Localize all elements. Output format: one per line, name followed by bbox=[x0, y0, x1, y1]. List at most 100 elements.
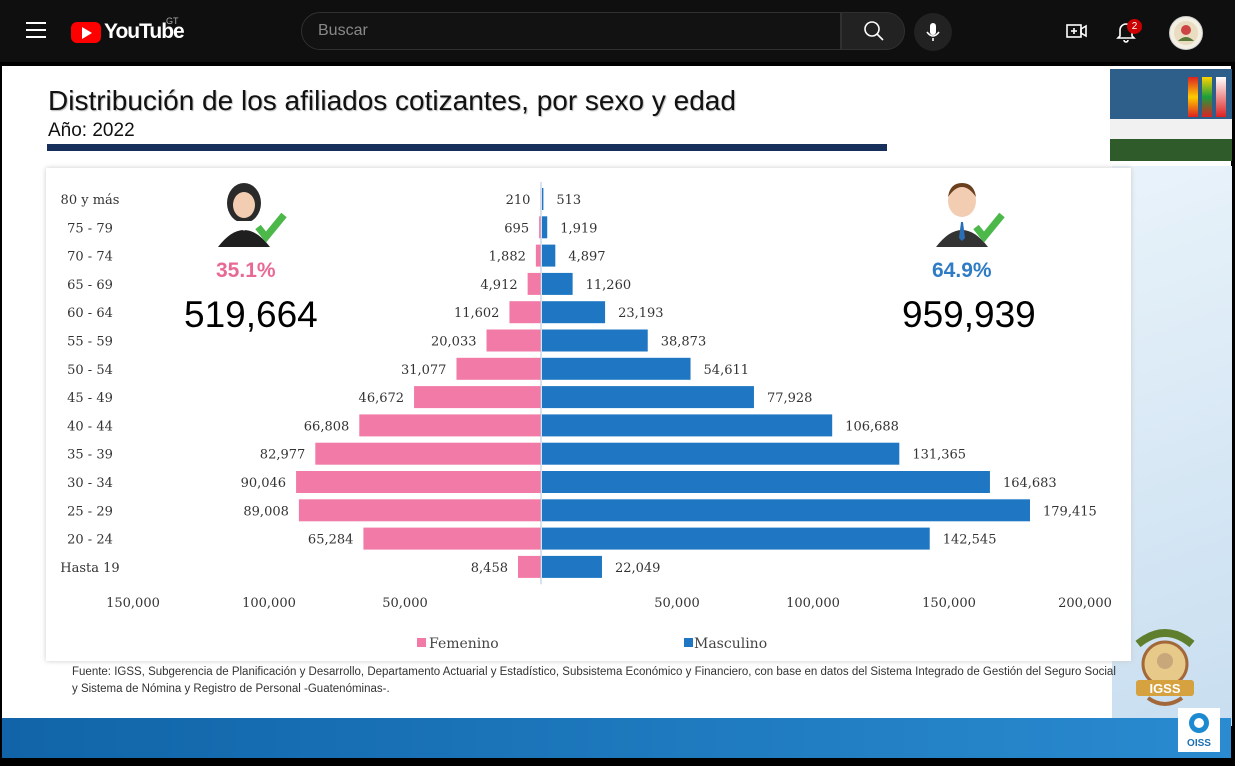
female-value-label: 210 bbox=[506, 193, 531, 208]
female-value-label: 695 bbox=[504, 221, 529, 236]
female-bar bbox=[527, 272, 541, 295]
age-category-label: 45 - 49 bbox=[67, 391, 113, 406]
male-value-label: 77,928 bbox=[767, 391, 813, 406]
male-bar bbox=[542, 442, 900, 465]
male-value-label: 1,919 bbox=[560, 221, 597, 236]
pip-flag bbox=[1202, 77, 1212, 117]
youtube-header: YouTube GT 2 bbox=[0, 0, 1235, 62]
age-category-label: 25 - 29 bbox=[67, 504, 113, 519]
video-camera-plus-icon bbox=[1066, 24, 1087, 38]
age-category-label: 65 - 69 bbox=[67, 278, 113, 293]
x-tick-label-right: 200,000 bbox=[1058, 596, 1112, 611]
male-value-label: 22,049 bbox=[615, 561, 661, 576]
presentation-slide: Distribución de los afiliados cotizantes… bbox=[2, 66, 1232, 758]
male-bar bbox=[542, 555, 602, 578]
search-button[interactable] bbox=[841, 12, 905, 50]
legend-swatch-male bbox=[684, 638, 693, 647]
youtube-logo[interactable]: YouTube GT bbox=[71, 16, 185, 43]
male-value-label: 142,545 bbox=[943, 533, 997, 548]
country-code: GT bbox=[166, 16, 179, 26]
male-bar bbox=[542, 527, 930, 550]
male-value-label: 179,415 bbox=[1043, 504, 1097, 519]
male-bar bbox=[542, 329, 648, 352]
female-bar bbox=[363, 527, 541, 550]
age-category-label: 60 - 64 bbox=[67, 306, 113, 321]
x-tick-label-right: 150,000 bbox=[922, 596, 976, 611]
male-value-label: 54,611 bbox=[704, 363, 750, 378]
female-value-label: 82,977 bbox=[260, 448, 306, 463]
male-value-label: 4,897 bbox=[568, 250, 605, 265]
pip-table bbox=[1110, 119, 1232, 139]
x-tick-label-left: 100,000 bbox=[242, 596, 296, 611]
avatar[interactable] bbox=[1169, 16, 1203, 50]
youtube-play-icon bbox=[71, 21, 101, 43]
age-category-label: 55 - 59 bbox=[67, 335, 113, 350]
oiss-logo: OISS bbox=[1178, 708, 1220, 752]
male-percentage: 64.9% bbox=[932, 259, 992, 282]
slide-title: Distribución de los afiliados cotizantes… bbox=[48, 85, 736, 116]
pip-video-thumbnail[interactable] bbox=[1110, 69, 1232, 161]
male-bar bbox=[542, 414, 833, 437]
female-bar bbox=[535, 244, 541, 267]
male-bar bbox=[542, 272, 573, 295]
legend-label-female: Femenino bbox=[429, 636, 499, 652]
female-value-label: 8,458 bbox=[471, 561, 508, 576]
slide-subtitle: Año: 2022 bbox=[48, 120, 135, 141]
male-bar bbox=[542, 499, 1031, 522]
search-input[interactable] bbox=[302, 13, 834, 49]
male-value-label: 38,873 bbox=[661, 335, 707, 350]
female-bar bbox=[539, 216, 541, 239]
create-button[interactable] bbox=[1064, 18, 1090, 44]
age-category-label: 40 - 44 bbox=[67, 419, 113, 434]
pip-flag bbox=[1216, 77, 1226, 117]
footer-band bbox=[2, 718, 1231, 758]
pip-flag bbox=[1188, 77, 1198, 117]
male-user-icon bbox=[936, 183, 1005, 247]
source-note: Fuente: IGSS, Subgerencia de Planificaci… bbox=[72, 666, 1116, 695]
age-category-label: 80 y más bbox=[61, 193, 120, 208]
male-value-label: 164,683 bbox=[1003, 476, 1057, 491]
menu-icon[interactable] bbox=[26, 22, 46, 38]
microphone-icon bbox=[926, 23, 940, 41]
age-category-label: 50 - 54 bbox=[67, 363, 113, 378]
female-value-label: 89,008 bbox=[243, 504, 289, 519]
legend-label-male: Masculino bbox=[694, 636, 767, 652]
pip-wall bbox=[1110, 69, 1232, 119]
female-value-label: 4,912 bbox=[480, 278, 517, 293]
female-value-label: 11,602 bbox=[454, 306, 500, 321]
female-bar bbox=[456, 357, 541, 380]
male-bar bbox=[542, 301, 606, 324]
female-bar bbox=[414, 386, 541, 409]
male-bar bbox=[542, 386, 754, 409]
age-category-label: 35 - 39 bbox=[67, 448, 113, 463]
x-tick-label-right: 50,000 bbox=[654, 596, 700, 611]
female-value-label: 1,882 bbox=[489, 250, 526, 265]
youtube-wordmark: YouTube bbox=[104, 20, 185, 43]
male-total: 959,939 bbox=[902, 294, 1036, 335]
population-pyramid-chart: 80 y más 210 513 75 - 79 695 1,919 70 - 74 1,88… bbox=[60, 182, 1112, 652]
notification-badge: 2 bbox=[1127, 19, 1142, 34]
legend-swatch-female bbox=[417, 638, 426, 647]
male-bar bbox=[542, 471, 990, 493]
female-bar bbox=[315, 442, 541, 465]
avatar-emblem-icon bbox=[1174, 21, 1198, 45]
female-bar bbox=[517, 555, 541, 578]
male-bar bbox=[542, 188, 544, 210]
age-category-label: 70 - 74 bbox=[67, 250, 113, 265]
age-category-label: 20 - 24 bbox=[67, 533, 113, 548]
female-value-label: 46,672 bbox=[359, 391, 405, 406]
male-value-label: 11,260 bbox=[586, 278, 632, 293]
x-tick-label-left: 50,000 bbox=[382, 596, 428, 611]
female-value-label: 90,046 bbox=[241, 476, 287, 491]
female-bar bbox=[509, 301, 541, 324]
male-value-label: 23,193 bbox=[618, 306, 664, 321]
female-value-label: 31,077 bbox=[401, 363, 447, 378]
female-percentage: 35.1% bbox=[216, 259, 276, 282]
igss-logo: IGSS bbox=[1135, 629, 1195, 706]
female-bar bbox=[298, 499, 541, 522]
female-bar bbox=[486, 329, 541, 352]
male-bar bbox=[542, 244, 556, 267]
x-tick-label-right: 100,000 bbox=[786, 596, 840, 611]
voice-search-button[interactable] bbox=[914, 13, 952, 51]
pip-plants bbox=[1110, 139, 1232, 161]
